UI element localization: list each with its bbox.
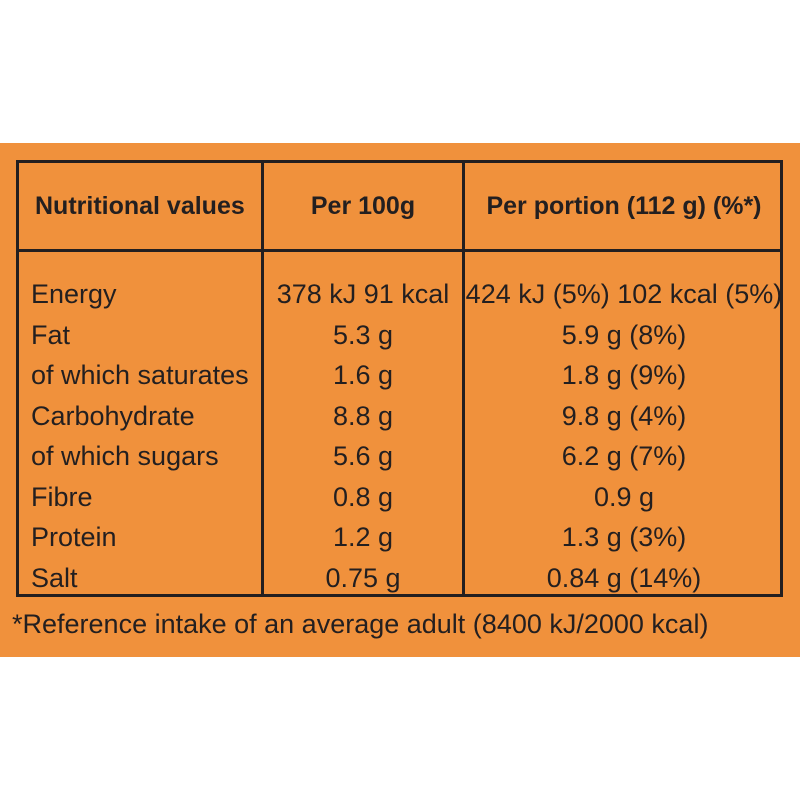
value-per-portion: 0.84 g (14%) xyxy=(546,562,702,593)
value-per-portion: 424 kJ (5%) 102 kcal (5%) xyxy=(465,279,783,309)
column-divider xyxy=(462,163,465,594)
reference-intake-footnote: *Reference intake of an average adult (8… xyxy=(12,609,709,639)
nutrient-name: of which sugars xyxy=(31,441,219,471)
table-row: Salt 0.75 g 0.84 g (14%) xyxy=(19,558,780,599)
table-row: Fat 5.3 g 5.9 g (8%) xyxy=(19,315,780,356)
value-per-100g: 378 kJ 91 kcal xyxy=(276,279,450,309)
nutrient-name: Carbohydrate xyxy=(31,400,195,431)
value-per-100g: 0.8 g xyxy=(332,481,394,512)
header-divider xyxy=(19,249,780,252)
table-row: Carbohydrate 8.8 g 9.8 g (4%) xyxy=(19,396,780,437)
nutrient-name: Salt xyxy=(31,562,78,593)
nutrient-name: Energy xyxy=(31,279,117,309)
value-per-100g: 8.8 g xyxy=(332,400,394,431)
value-per-100g: 1.2 g xyxy=(332,522,394,552)
table-row: Energy 378 kJ 91 kcal 424 kJ (5%) 102 kc… xyxy=(19,274,783,315)
table-row: of which sugars 5.6 g 6.2 g (7%) xyxy=(19,436,780,477)
value-per-portion: 0.9 g xyxy=(593,481,655,512)
value-per-portion: 9.8 g (4%) xyxy=(561,400,687,431)
header-nutritional-values: Nutritional values xyxy=(35,191,245,220)
value-per-portion: 6.2 g (7%) xyxy=(561,441,687,471)
value-per-portion: 1.3 g (3%) xyxy=(561,522,687,552)
nutrient-name: Fibre xyxy=(31,481,93,512)
value-per-100g: 5.6 g xyxy=(332,441,394,471)
value-per-portion: 1.8 g (9%) xyxy=(561,360,687,390)
value-per-100g: 1.6 g xyxy=(332,360,394,390)
nutrition-table: Nutritional values Per 100g Per portion … xyxy=(16,160,783,597)
nutrition-label-panel: Nutritional values Per 100g Per portion … xyxy=(0,143,800,657)
table-body: Energy 378 kJ 91 kcal 424 kJ (5%) 102 kc… xyxy=(19,274,783,599)
value-per-100g: 5.3 g xyxy=(332,319,394,350)
nutrient-name: Fat xyxy=(31,319,71,350)
table-row: of which saturates 1.6 g 1.8 g (9%) xyxy=(19,355,780,396)
nutrient-name: Protein xyxy=(31,522,117,552)
nutrient-name: of which saturates xyxy=(31,360,249,390)
header-per-portion: Per portion (112 g) (%*) xyxy=(486,191,762,220)
table-row: Protein 1.2 g 1.3 g (3%) xyxy=(19,517,780,558)
header-per-100g: Per 100g xyxy=(310,191,416,220)
value-per-100g: 0.75 g xyxy=(325,562,401,593)
column-divider xyxy=(261,163,264,594)
table-row: Fibre 0.8 g 0.9 g xyxy=(19,477,780,518)
value-per-portion: 5.9 g (8%) xyxy=(561,319,687,350)
